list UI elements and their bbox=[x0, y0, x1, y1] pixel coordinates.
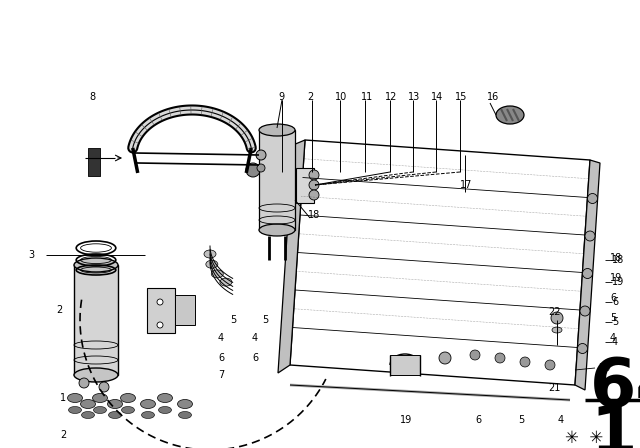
Circle shape bbox=[470, 350, 480, 360]
Text: 4: 4 bbox=[612, 337, 618, 347]
Ellipse shape bbox=[177, 400, 193, 409]
Polygon shape bbox=[575, 160, 600, 390]
Ellipse shape bbox=[74, 258, 118, 272]
Circle shape bbox=[582, 268, 593, 279]
Text: 13: 13 bbox=[408, 92, 420, 102]
Text: 6: 6 bbox=[252, 353, 258, 363]
Ellipse shape bbox=[120, 393, 136, 402]
Ellipse shape bbox=[159, 406, 172, 414]
Text: 9: 9 bbox=[278, 92, 284, 102]
Ellipse shape bbox=[211, 270, 223, 278]
Circle shape bbox=[551, 312, 563, 324]
Circle shape bbox=[257, 164, 265, 172]
Text: 5: 5 bbox=[518, 415, 524, 425]
Ellipse shape bbox=[81, 400, 95, 409]
Circle shape bbox=[545, 360, 555, 370]
Text: 8: 8 bbox=[89, 92, 95, 102]
Circle shape bbox=[577, 344, 588, 353]
Text: 6: 6 bbox=[612, 297, 618, 307]
Text: 7: 7 bbox=[218, 370, 224, 380]
Text: 5: 5 bbox=[230, 315, 236, 325]
Bar bbox=[259, 130, 295, 230]
Text: 6: 6 bbox=[475, 415, 481, 425]
Circle shape bbox=[520, 357, 530, 367]
Ellipse shape bbox=[259, 224, 295, 236]
Circle shape bbox=[580, 306, 590, 316]
Bar bbox=[175, 295, 195, 325]
Text: 2: 2 bbox=[56, 305, 62, 315]
Text: 18: 18 bbox=[308, 210, 320, 220]
Circle shape bbox=[256, 150, 266, 160]
Text: 5: 5 bbox=[612, 317, 618, 327]
Text: 19: 19 bbox=[400, 415, 412, 425]
Ellipse shape bbox=[157, 393, 173, 402]
Ellipse shape bbox=[68, 406, 81, 414]
Text: 19: 19 bbox=[612, 277, 624, 287]
Text: 18: 18 bbox=[590, 402, 640, 448]
Text: 18: 18 bbox=[612, 255, 624, 265]
Text: 18: 18 bbox=[610, 253, 622, 263]
Ellipse shape bbox=[204, 250, 216, 258]
Circle shape bbox=[439, 352, 451, 364]
Text: 6: 6 bbox=[218, 353, 224, 363]
Text: 6: 6 bbox=[610, 293, 616, 303]
Bar bbox=[390, 355, 420, 375]
Text: 5: 5 bbox=[262, 315, 268, 325]
Text: 1: 1 bbox=[60, 393, 66, 403]
Ellipse shape bbox=[179, 412, 191, 418]
Bar bbox=[147, 288, 175, 333]
Ellipse shape bbox=[93, 406, 106, 414]
Text: 19: 19 bbox=[610, 273, 622, 283]
Text: 15: 15 bbox=[455, 92, 467, 102]
Circle shape bbox=[588, 194, 598, 203]
Text: 17: 17 bbox=[460, 180, 472, 190]
Text: 5: 5 bbox=[610, 313, 616, 323]
Circle shape bbox=[79, 378, 89, 388]
Text: 16: 16 bbox=[487, 92, 499, 102]
Text: 3: 3 bbox=[28, 250, 34, 260]
Text: 4: 4 bbox=[610, 333, 616, 343]
Circle shape bbox=[309, 180, 319, 190]
Ellipse shape bbox=[496, 106, 524, 124]
Polygon shape bbox=[278, 140, 305, 373]
Ellipse shape bbox=[220, 278, 232, 286]
Text: 11: 11 bbox=[361, 92, 373, 102]
Circle shape bbox=[309, 190, 319, 200]
Ellipse shape bbox=[552, 327, 562, 333]
Ellipse shape bbox=[206, 260, 218, 268]
Text: 22: 22 bbox=[548, 307, 561, 317]
Text: 4: 4 bbox=[218, 333, 224, 343]
Ellipse shape bbox=[93, 393, 108, 402]
Ellipse shape bbox=[109, 412, 122, 418]
Text: 4: 4 bbox=[252, 333, 258, 343]
Text: 21: 21 bbox=[548, 383, 561, 393]
Ellipse shape bbox=[141, 412, 154, 418]
Circle shape bbox=[309, 170, 319, 180]
Circle shape bbox=[99, 382, 109, 392]
Circle shape bbox=[246, 163, 260, 177]
Circle shape bbox=[157, 322, 163, 328]
Text: 2: 2 bbox=[307, 92, 313, 102]
Ellipse shape bbox=[108, 400, 122, 409]
Ellipse shape bbox=[67, 393, 83, 402]
Circle shape bbox=[157, 299, 163, 305]
Text: ✳  ✳: ✳ ✳ bbox=[565, 429, 604, 447]
Bar bbox=[296, 168, 314, 203]
Text: 20: 20 bbox=[598, 363, 611, 373]
Ellipse shape bbox=[141, 400, 156, 409]
Text: 12: 12 bbox=[385, 92, 397, 102]
Circle shape bbox=[495, 353, 505, 363]
Text: 2: 2 bbox=[60, 430, 67, 440]
Ellipse shape bbox=[74, 368, 118, 382]
Text: 64: 64 bbox=[590, 355, 640, 421]
Text: 14: 14 bbox=[431, 92, 444, 102]
Ellipse shape bbox=[81, 412, 95, 418]
Ellipse shape bbox=[122, 406, 134, 414]
Ellipse shape bbox=[259, 124, 295, 136]
Circle shape bbox=[585, 231, 595, 241]
Bar bbox=[88, 148, 100, 176]
Bar bbox=[74, 265, 118, 375]
Text: 10: 10 bbox=[335, 92, 348, 102]
Text: 4: 4 bbox=[558, 415, 564, 425]
